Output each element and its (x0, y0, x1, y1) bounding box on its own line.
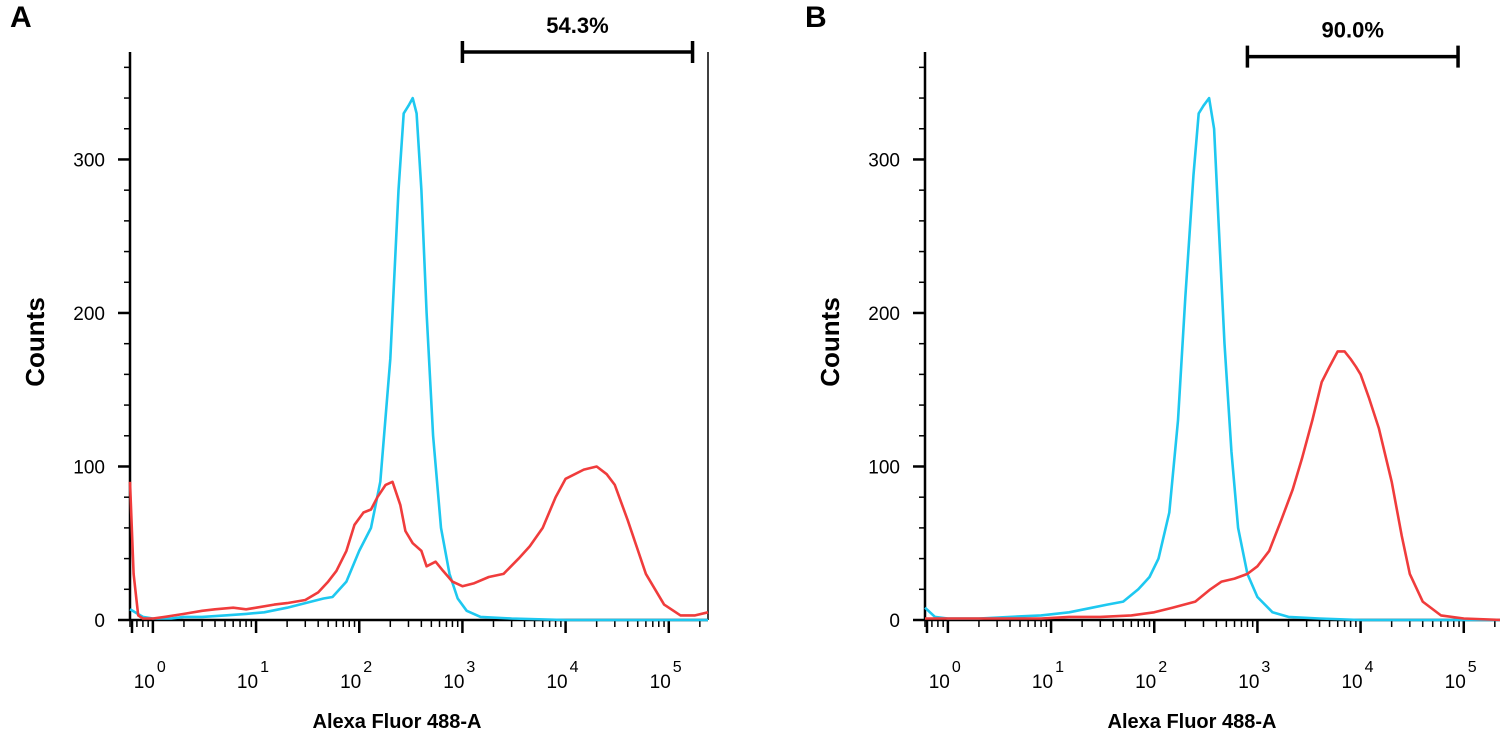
x-tick-label: 10 (1341, 672, 1362, 693)
gate-percentage-label: 54.3% (546, 13, 608, 38)
x-tick-exponent: 0 (157, 659, 166, 676)
y-tick-label: 300 (868, 150, 900, 171)
x-tick-exponent: 2 (363, 659, 372, 676)
x-tick-label: 10 (1445, 672, 1466, 693)
y-tick-label: 300 (73, 150, 105, 171)
y-tick-label: 100 (73, 457, 105, 478)
x-tick-exponent: 1 (1055, 659, 1064, 676)
x-tick-label: 10 (546, 672, 567, 693)
x-tick-exponent: 3 (1261, 659, 1270, 676)
y-tick-label: 100 (868, 457, 900, 478)
y-tick-label: 0 (94, 611, 105, 632)
x-tick-label: 10 (1032, 672, 1053, 693)
x-tick-exponent: 3 (466, 659, 475, 676)
x-tick-exponent: 5 (1468, 659, 1477, 676)
y-tick-label: 0 (889, 611, 900, 632)
x-axis-label: Alexa Fluor 488-A (1108, 711, 1277, 733)
x-tick-exponent: 1 (260, 659, 269, 676)
x-tick-label: 10 (1238, 672, 1259, 693)
x-tick-label: 10 (1135, 672, 1156, 693)
x-tick-label: 10 (340, 672, 361, 693)
y-axis-label: Counts (20, 297, 50, 387)
series-line-control (924, 96, 1500, 622)
x-tick-exponent: 5 (673, 659, 682, 676)
gate-percentage-label: 90.0% (1322, 18, 1384, 43)
x-tick-exponent: 4 (1365, 659, 1374, 676)
panel-label: B (805, 1, 827, 34)
panel-a: A 0 100 200 300 10 0 10 1 10 2 10 3 10 4 10 5 Alexa Fluor… (10, 1, 709, 733)
y-tick-label: 200 (868, 304, 900, 325)
x-tick-exponent: 2 (1158, 659, 1167, 676)
x-tick-label: 10 (650, 672, 671, 693)
x-tick-label: 10 (929, 672, 950, 693)
series-line-sample (128, 465, 709, 620)
x-tick-label: 10 (134, 672, 155, 693)
y-axis-label: Counts (815, 297, 845, 387)
x-tick-exponent: 4 (570, 659, 579, 676)
series-line-control (129, 96, 708, 622)
x-tick-label: 10 (443, 672, 464, 693)
series-line-sample (925, 350, 1500, 622)
y-tick-label: 200 (73, 304, 105, 325)
panel-label: A (10, 1, 32, 34)
x-axis-label: Alexa Fluor 488-A (313, 711, 482, 733)
x-tick-label: 10 (237, 672, 258, 693)
panel-b: B 0 100 200 300 10 0 10 1 10 2 10 3 10 4 10 5 Alexa Fluor… (795, 0, 1500, 735)
x-tick-exponent: 0 (952, 659, 961, 676)
